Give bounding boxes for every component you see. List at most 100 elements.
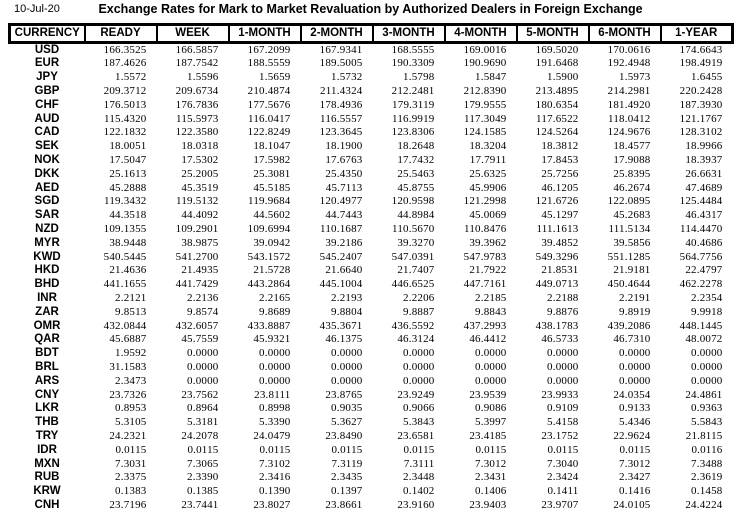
table-row: CNY 23.7326 23.7562 23.8111 23.8765 23.9249 23… [10,388,733,402]
rate-cell: 0.0115 [619,443,651,456]
report-date: 10-Jul-20 [14,3,60,15]
rate-cell: 0.8964 [187,402,219,415]
rate-cell: 7.3031 [115,457,147,470]
currency-code: CNY [34,388,60,401]
rate-cell: 1.5732 [331,71,363,84]
rate-cell: 547.0391 [391,250,435,263]
rate-cell: 23.9707 [541,498,579,511]
rate-cell: 0.0000 [259,360,291,373]
rate-cell: 192.4948 [607,57,651,70]
rate-cell: 116.5557 [320,112,363,125]
rate-cell: 17.5302 [181,153,219,166]
rate-cell: 9.8876 [547,305,579,318]
rate-cell: 211.4324 [320,84,363,97]
rate-cell: 0.0115 [403,443,435,456]
rate-cell: 23.9539 [469,388,507,401]
rate-cell: 9.8843 [475,305,507,318]
page-title: Exchange Rates for Mark to Market Revalu… [98,2,643,16]
rate-cell: 23.8661 [325,498,363,511]
rate-cell: 170.0616 [607,44,651,56]
rate-cell: 109.1355 [103,222,147,235]
rate-cell: 2.2185 [475,291,507,304]
table-row: AED 45.2888 45.3519 45.5185 45.7113 45.8755 45… [10,181,733,195]
rate-cell: 23.7326 [109,388,147,401]
rate-cell: 17.7432 [397,153,435,166]
currency-code: KRW [33,485,61,498]
rate-cell: 46.4317 [685,209,723,222]
rate-cell: 0.0000 [547,374,579,387]
rate-cell: 5.3627 [331,416,363,429]
rate-cell: 167.2099 [247,44,291,56]
column-header: 1-YEAR [659,23,734,44]
rate-cell: 0.1402 [403,485,435,498]
table-row: BHD 441.1655 441.7429 443.2864 445.1004 446.6… [10,278,733,292]
rate-cell: 120.9598 [391,195,435,208]
rate-cell: 541.2700 [175,250,219,263]
rate-cell: 0.0000 [187,360,219,373]
rate-cell: 0.1411 [547,485,579,498]
rate-cell: 122.0895 [607,195,651,208]
rate-cell: 0.0000 [475,374,507,387]
table-row: HKD 21.4636 21.4935 21.5728 21.6640 21.7407 21… [10,264,733,278]
rate-cell: 0.0000 [331,347,363,360]
rate-cell: 23.8027 [253,498,291,511]
rate-cell: 177.5676 [247,98,291,111]
rate-cell: 45.2683 [613,209,651,222]
rate-cell: 25.8395 [613,167,651,180]
rate-cell: 446.6525 [391,278,435,291]
rate-cell: 5.4346 [619,416,651,429]
table-row: TRY 24.2321 24.2078 24.0479 23.8490 23.6581 23… [10,430,733,444]
rate-cell: 190.3309 [391,57,435,70]
table-row: IDR 0.0115 0.0115 0.0115 0.0115 0.0115 0.0115 0… [10,443,733,457]
rate-cell: 180.6354 [535,98,579,111]
currency-code: QAR [34,333,60,346]
rate-cell: 7.3065 [187,457,219,470]
rate-cell: 21.5728 [253,264,291,277]
currency-code: MXN [34,457,60,470]
rate-cell: 0.0115 [547,443,579,456]
table-row: RUB 2.3375 2.3390 2.3416 2.3435 2.3448 2.3431 2… [10,471,733,485]
table-row: QAR 45.6887 45.7559 45.9321 46.1375 46.3124 46… [10,333,733,347]
rate-cell: 45.0069 [469,209,507,222]
rate-cell: 24.4224 [685,498,723,511]
rate-cell: 2.3473 [115,374,147,387]
rate-cell: 174.6643 [679,44,723,56]
rate-cell: 110.5670 [392,222,435,235]
rate-cell: 46.1375 [325,333,363,346]
rate-cell: 23.9249 [397,388,435,401]
rate-cell: 432.6057 [175,319,219,332]
rate-cell: 5.4158 [547,416,579,429]
rate-cell: 23.9403 [469,498,507,511]
rate-cell: 39.4852 [541,236,579,249]
rate-cell: 39.3962 [469,236,507,249]
rate-cell: 24.0354 [613,388,651,401]
rate-cell: 1.5596 [187,71,219,84]
rate-cell: 18.9966 [685,140,723,153]
rate-cell: 1.5847 [475,71,507,84]
rate-cell: 0.0115 [475,443,507,456]
table-row: SEK 18.0051 18.0318 18.1047 18.1900 18.2648 18… [10,140,733,154]
rate-cell: 124.1585 [463,126,507,139]
currency-code: ARS [34,374,60,387]
rate-cell: 31.1583 [109,360,147,373]
table-row: NOK 17.5047 17.5302 17.5982 17.6763 17.7432 17… [10,154,733,168]
rate-cell: 111.5134 [608,222,651,235]
currency-code: SAR [34,209,60,222]
rate-cell: 0.0000 [691,374,723,387]
rate-cell: 1.5900 [547,71,579,84]
rate-cell: 18.4577 [613,140,651,153]
rate-cell: 40.4686 [685,236,723,249]
rate-cell: 0.1397 [331,485,363,498]
rate-cell: 23.8490 [325,429,363,442]
table-row: JPY 1.5572 1.5596 1.5659 1.5732 1.5798 1.5847 1… [10,71,733,85]
rate-cell: 122.8249 [247,126,291,139]
rate-cell: 23.9160 [397,498,435,511]
table-row: CAD 122.1832 122.3580 122.8249 123.3645 123.8… [10,126,733,140]
rate-cell: 25.2005 [181,167,219,180]
rate-cell: 0.0000 [331,374,363,387]
rate-cell: 23.4185 [469,429,507,442]
rate-cell: 1.5798 [403,71,435,84]
rate-cell: 462.2278 [679,278,723,291]
rate-cell: 439.2086 [607,319,651,332]
